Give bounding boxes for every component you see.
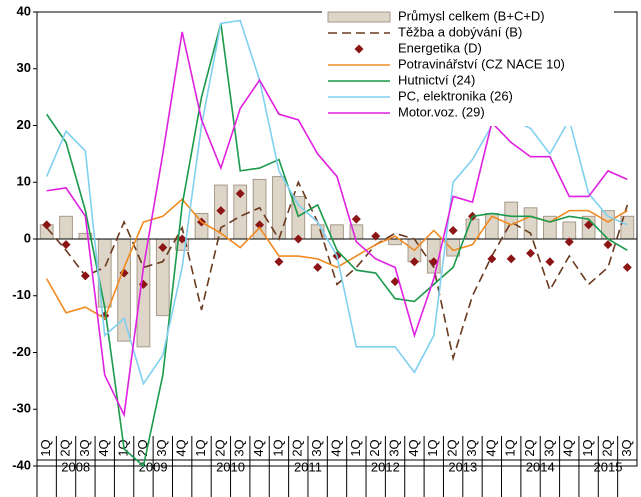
legend-label: PC, elektronika (26) (398, 88, 513, 103)
marker (448, 225, 458, 235)
x-tick-label: 4Q (96, 439, 111, 456)
legend-label: Energetika (D) (398, 40, 482, 55)
bar (562, 221, 577, 240)
x-tick-label: 1Q (580, 439, 595, 456)
x-tick-label: 3Q (619, 439, 634, 456)
x-tick-label: 2Q (599, 439, 614, 456)
x-tick-label: 2Q (367, 439, 382, 456)
marker (80, 271, 90, 281)
x-tick-label: 3Q (309, 439, 324, 456)
y-tick-label: 20 (17, 117, 31, 132)
marker (564, 237, 574, 247)
y-tick-label: -10 (12, 287, 31, 302)
marker (526, 248, 536, 258)
line (46, 31, 628, 418)
legend-swatch (354, 44, 364, 54)
marker (61, 240, 71, 250)
x-tick-label: 3Q (154, 439, 169, 456)
x-tick-label: 1Q (270, 439, 285, 456)
dashed-line (46, 180, 629, 362)
y-tick-label: 10 (17, 174, 31, 189)
bar (330, 224, 344, 240)
year-label: 2011 (294, 459, 322, 474)
x-tick-label: 1Q (503, 439, 518, 456)
bar (504, 201, 519, 240)
x-tick-label: 2Q (212, 439, 227, 456)
x-tick-label: 3Q (77, 439, 92, 456)
bar (59, 215, 73, 240)
legend-label: Motor.voz. (29) (398, 104, 485, 119)
legend-label: Potravinářství (CZ NACE 10) (398, 56, 565, 71)
marker (293, 234, 303, 244)
bar (272, 176, 286, 240)
x-tick-label: 3Q (541, 439, 556, 456)
x-tick-label: 4Q (406, 439, 421, 456)
x-tick-label: 2Q (522, 439, 537, 456)
marker (429, 257, 439, 267)
year-label: 2015 (594, 459, 623, 474)
marker (622, 262, 632, 272)
year-label: 2013 (448, 459, 477, 474)
legend-label: Těžba a dobývání (B) (398, 24, 522, 39)
line (46, 23, 628, 468)
x-tick-label: 1Q (38, 439, 53, 456)
marker (177, 234, 187, 244)
y-tick-label: -40 (12, 457, 31, 472)
y-tick-label: -30 (12, 401, 31, 416)
marker (390, 277, 400, 287)
marker (313, 262, 323, 272)
line (45, 19, 628, 386)
marker (603, 240, 613, 250)
y-tick-label: 0 (24, 230, 31, 245)
x-tick-label: 2Q (445, 439, 460, 456)
x-tick-label: 1Q (193, 439, 208, 456)
marker (545, 257, 555, 267)
marker (409, 257, 419, 267)
x-tick-label: 3Q (232, 439, 247, 456)
bar (426, 238, 441, 274)
bar (117, 238, 131, 342)
y-tick-label: -20 (12, 344, 31, 359)
marker (506, 254, 516, 264)
x-tick-label: 4Q (251, 439, 266, 456)
x-tick-label: 4Q (561, 439, 576, 456)
x-tick-label: 2Q (290, 439, 305, 456)
marker (274, 257, 284, 267)
legend-box (322, 8, 614, 126)
legend-label: Hutnictví (24) (398, 72, 475, 87)
legend-label: Průmysl celkem (B+C+D) (398, 8, 545, 23)
x-tick-label: 4Q (174, 439, 189, 456)
marker (351, 214, 361, 224)
x-tick-label: 3Q (464, 439, 479, 456)
x-tick-label: 3Q (387, 439, 402, 456)
x-tick-label: 2Q (57, 439, 72, 456)
marker (487, 254, 497, 264)
marker (216, 206, 226, 216)
year-label: 2012 (371, 459, 400, 474)
legend-swatch (327, 11, 391, 23)
x-tick-label: 1Q (425, 439, 440, 456)
year-label: 2009 (139, 459, 168, 474)
year-label: 2014 (526, 459, 555, 474)
marker (235, 189, 245, 199)
x-tick-label: 1Q (348, 439, 363, 456)
y-tick-label: 30 (17, 60, 31, 75)
marker (42, 220, 52, 230)
year-label: 2010 (216, 459, 245, 474)
marker (158, 243, 168, 253)
x-tick-label: 4Q (483, 439, 498, 456)
marker (255, 220, 265, 230)
y-tick-label: 40 (17, 3, 31, 18)
year-label: 2008 (61, 459, 90, 474)
marker (371, 231, 381, 241)
x-tick-label: 4Q (328, 439, 343, 456)
